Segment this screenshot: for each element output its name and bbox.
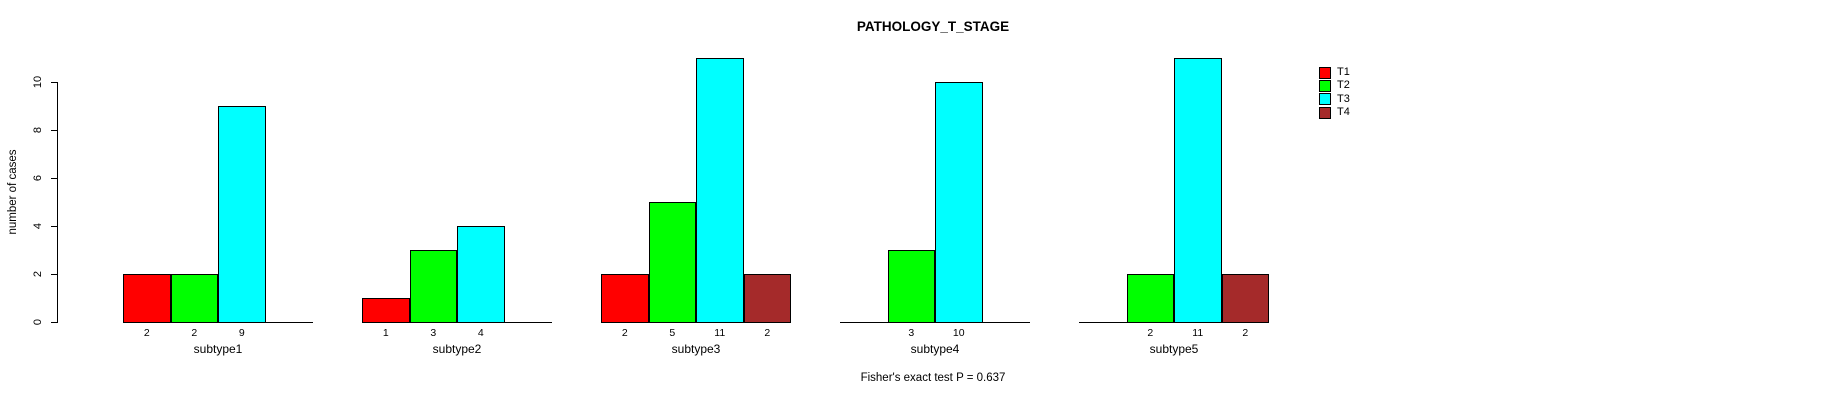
- x-category-label: subtype3: [671, 342, 721, 356]
- bar-t2-subtype1: [170, 274, 218, 323]
- y-axis-tick: [51, 322, 57, 323]
- x-category-label: subtype5: [1149, 342, 1199, 356]
- bar-t3-subtype5: [1174, 58, 1222, 323]
- y-axis-label: number of cases: [7, 149, 19, 235]
- legend-label: T4: [1337, 106, 1350, 119]
- bar-value-label: 3: [908, 327, 915, 339]
- bar-value-label: 2: [764, 327, 771, 339]
- bar-value-label: 4: [477, 327, 484, 339]
- legend-swatch-t4: [1319, 106, 1331, 119]
- y-axis-tick: [51, 178, 57, 179]
- y-axis-tick: [51, 130, 57, 131]
- y-axis-tick: [51, 226, 57, 227]
- y-axis-tick-label: 2: [32, 270, 44, 278]
- bar-value-label: 2: [1242, 327, 1249, 339]
- bar-t2-subtype4: [887, 250, 935, 323]
- legend-swatch-t3: [1319, 93, 1331, 106]
- legend-label: T2: [1337, 79, 1350, 92]
- bar-value-label: 2: [143, 327, 150, 339]
- y-axis-tick-label: 6: [32, 174, 44, 182]
- bar-value-label: 2: [191, 327, 198, 339]
- bar-value-label: 9: [238, 327, 245, 339]
- legend-item-t3: T3: [1319, 93, 1350, 106]
- bar-t1-subtype3: [601, 274, 649, 323]
- bar-t4-subtype3: [743, 274, 791, 323]
- legend-label: T3: [1337, 92, 1350, 105]
- bar-value-label: 3: [430, 327, 437, 339]
- bar-t2-subtype5: [1126, 274, 1174, 323]
- bar-t2-subtype2: [409, 250, 457, 323]
- fisher-test-annotation: Fisher's exact test P = 0.637: [860, 372, 1006, 384]
- bar-value-label: 11: [1192, 327, 1204, 339]
- chart-title: PATHOLOGY_T_STAGE: [856, 19, 1010, 34]
- bar-t3-subtype4: [935, 82, 983, 323]
- legend-item-t1: T1: [1319, 66, 1350, 79]
- bar-t2-subtype3: [648, 202, 696, 323]
- y-axis-tick-label: 10: [32, 75, 44, 89]
- legend-item-t2: T2: [1319, 79, 1350, 92]
- legend-label: T1: [1337, 66, 1350, 78]
- bar-t4-subtype5: [1221, 274, 1269, 323]
- bar-t3-subtype2: [457, 226, 505, 323]
- y-axis-tick: [51, 274, 57, 275]
- legend-swatch-t2: [1319, 79, 1331, 92]
- legend-swatch-t1: [1319, 66, 1331, 79]
- y-axis-tick: [51, 82, 57, 83]
- x-category-label: subtype1: [193, 342, 243, 356]
- bar-t3-subtype1: [218, 106, 266, 323]
- bar-value-label: 10: [952, 327, 965, 339]
- legend-item-t4: T4: [1319, 106, 1350, 119]
- bar-value-label: 2: [621, 327, 628, 339]
- bar-t3-subtype3: [696, 58, 744, 323]
- bar-t1-subtype1: [123, 274, 171, 323]
- y-axis-tick-label: 8: [32, 126, 44, 134]
- y-axis-tick-label: 0: [32, 318, 44, 326]
- bar-value-label: 2: [1147, 327, 1154, 339]
- y-axis-tick-label: 4: [32, 222, 44, 230]
- x-category-label: subtype4: [910, 342, 960, 356]
- bar-value-label: 11: [714, 327, 726, 339]
- y-axis-line: [57, 82, 58, 323]
- bar-value-label: 1: [382, 327, 389, 339]
- bar-t1-subtype2: [362, 298, 410, 323]
- x-category-label: subtype2: [432, 342, 482, 356]
- bar-value-label: 5: [669, 327, 676, 339]
